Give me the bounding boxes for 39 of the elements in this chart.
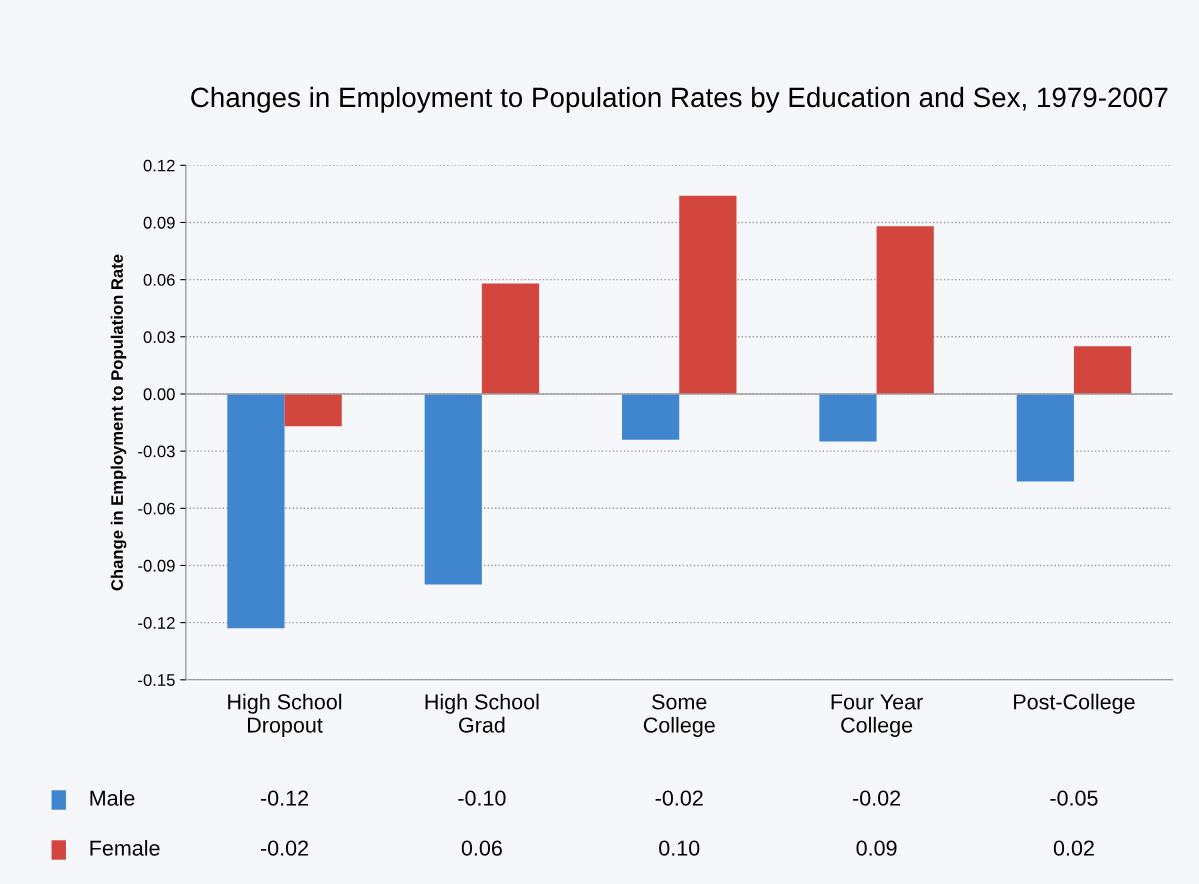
data-label: -0.02 xyxy=(853,790,901,806)
y-tick-label: -0.12 xyxy=(138,617,175,629)
y-tick-label: -0.09 xyxy=(138,559,175,572)
data-label: -0.02 xyxy=(655,790,703,806)
x-tick-label: Post-College xyxy=(1014,693,1135,714)
data-label: -0.02 xyxy=(260,840,308,856)
bar xyxy=(1016,393,1074,482)
data-label: 0.09 xyxy=(856,840,897,856)
data-label: -0.05 xyxy=(1050,790,1098,806)
data-label: 0.10 xyxy=(659,840,700,856)
data-label: -0.10 xyxy=(458,790,506,806)
bar xyxy=(819,393,877,442)
y-axis-title: Change in Employment to Population Rate xyxy=(110,254,127,591)
bar xyxy=(679,195,737,394)
x-tick-label: High School Dropout xyxy=(228,693,342,737)
bar xyxy=(622,393,680,440)
legend-label: Male xyxy=(90,789,135,806)
x-tick-label: Some College xyxy=(643,694,715,737)
bar xyxy=(227,393,285,629)
bar xyxy=(1073,346,1132,394)
y-tick-label: 0.06 xyxy=(143,274,175,286)
y-tick-label: -0.15 xyxy=(138,674,175,686)
y-tick-label: -0.03 xyxy=(138,445,175,458)
data-label: 0.06 xyxy=(461,840,502,856)
data-label: 0.02 xyxy=(1053,840,1094,856)
y-tick-label: 0.09 xyxy=(143,216,175,229)
x-tick-label: High School Grad xyxy=(425,693,539,733)
x-tick-label: Four Year College xyxy=(831,694,923,737)
y-tick-label: -0.06 xyxy=(138,502,175,515)
y-tick-label: 0.03 xyxy=(143,331,175,344)
bar xyxy=(284,393,342,427)
bar xyxy=(424,393,482,585)
bar xyxy=(481,283,540,394)
chart-title: Changes in Employment to Population Rates by Education and Sex, 1979-2007 xyxy=(191,86,1168,113)
bar xyxy=(876,226,934,394)
y-tick-label: 0.00 xyxy=(143,388,175,401)
y-tick-label: 0.12 xyxy=(143,159,175,172)
data-label: -0.12 xyxy=(260,790,308,806)
legend-label: Female xyxy=(90,839,160,856)
